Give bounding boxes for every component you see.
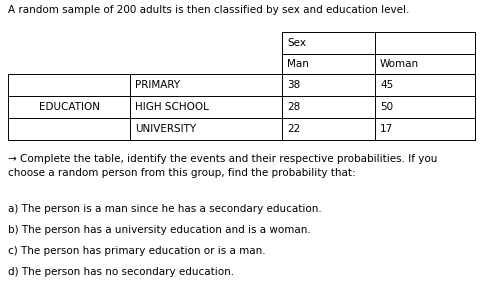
Text: a) The person is a man since he has a secondary education.: a) The person is a man since he has a se… <box>8 204 322 214</box>
Text: Sex: Sex <box>287 38 306 48</box>
Text: EDUCATION: EDUCATION <box>39 102 99 112</box>
Text: → Complete the table, identify the events and their respective probabilities. If: → Complete the table, identify the event… <box>8 154 438 178</box>
Text: d) The person has no secondary education.: d) The person has no secondary education… <box>8 267 234 277</box>
Text: Woman: Woman <box>380 59 419 69</box>
Text: 17: 17 <box>380 124 393 134</box>
Text: Man: Man <box>287 59 309 69</box>
Text: UNIVERSITY: UNIVERSITY <box>135 124 196 134</box>
Text: A random sample of 200 adults is then classified by sex and education level.: A random sample of 200 adults is then cl… <box>8 5 410 15</box>
Text: 22: 22 <box>287 124 300 134</box>
Text: HIGH SCHOOL: HIGH SCHOOL <box>135 102 209 112</box>
Text: 50: 50 <box>380 102 393 112</box>
Text: c) The person has primary education or is a man.: c) The person has primary education or i… <box>8 246 266 256</box>
Text: PRIMARY: PRIMARY <box>135 80 180 90</box>
Text: b) The person has a university education and is a woman.: b) The person has a university education… <box>8 225 311 235</box>
Text: 38: 38 <box>287 80 300 90</box>
Text: 28: 28 <box>287 102 300 112</box>
Text: 45: 45 <box>380 80 393 90</box>
